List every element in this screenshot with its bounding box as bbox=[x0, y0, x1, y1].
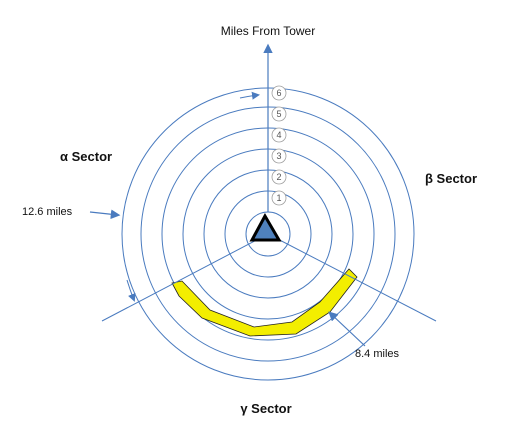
ring-badge-3: 3 bbox=[276, 151, 281, 161]
annotation-outer-pointer bbox=[89, 209, 121, 220]
axis-title: Miles From Tower bbox=[221, 24, 315, 38]
ring-badges: 1 2 3 4 5 6 bbox=[271, 85, 287, 206]
tower-triangle-icon bbox=[249, 212, 282, 242]
boundary-line-right bbox=[267, 233, 437, 322]
sector-label-gamma: γ Sector bbox=[240, 401, 291, 416]
ring-badge-1: 1 bbox=[276, 193, 281, 203]
annotation-band-distance: 8.4 miles bbox=[355, 348, 400, 360]
sector-boundaries bbox=[101, 233, 437, 322]
ring-badge-2: 2 bbox=[276, 172, 281, 182]
rotation-arrow-bottom bbox=[126, 279, 136, 302]
ring-badge-5: 5 bbox=[276, 109, 281, 119]
rotation-arrow-top bbox=[239, 91, 260, 100]
annotation-band-pointer bbox=[328, 311, 366, 347]
boundary-line-left bbox=[101, 233, 269, 322]
coverage-band bbox=[171, 268, 358, 337]
sector-label-alpha: α Sector bbox=[60, 149, 112, 164]
ring-badge-4: 4 bbox=[276, 130, 281, 140]
annotation-outer-distance: 12.6 miles bbox=[22, 206, 73, 218]
sector-label-beta: β Sector bbox=[425, 171, 477, 186]
ring-badge-6: 6 bbox=[276, 88, 281, 98]
